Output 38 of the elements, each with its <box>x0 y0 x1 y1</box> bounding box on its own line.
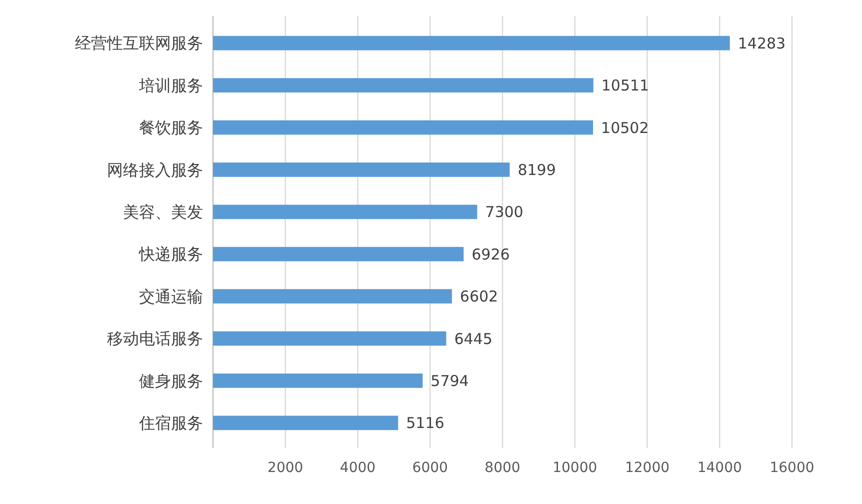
x-tick-label: 10000 <box>552 460 598 476</box>
data-label: 10511 <box>601 76 650 95</box>
bar <box>213 246 464 262</box>
bar <box>213 331 446 346</box>
data-label: 10502 <box>601 118 649 137</box>
data-label: 6926 <box>472 245 510 264</box>
data-label: 6602 <box>460 288 498 306</box>
data-label: 8199 <box>518 160 556 179</box>
y-tick-label: 快递服务 <box>138 244 203 264</box>
x-tick-label: 2000 <box>268 460 304 476</box>
y-tick-label: 美容、美发 <box>123 202 203 222</box>
y-tick-label: 餐饮服务 <box>139 118 203 138</box>
data-label: 5794 <box>430 372 469 390</box>
data-label: 6445 <box>454 330 492 348</box>
bar <box>213 162 510 177</box>
y-tick-label: 经营性互联网服务 <box>75 34 203 53</box>
y-tick-label: 网络接入服务 <box>107 160 203 180</box>
bar <box>213 78 594 92</box>
x-tick-label: 14000 <box>697 460 742 476</box>
bar <box>213 36 730 50</box>
x-tick-label: 12000 <box>624 460 670 476</box>
data-label: 5116 <box>406 414 444 432</box>
y-tick-label: 培训服务 <box>138 76 203 95</box>
x-tick-label: 4000 <box>340 460 376 476</box>
bar <box>213 289 452 304</box>
bar <box>213 374 423 388</box>
y-tick-label: 交通运输 <box>139 286 203 306</box>
y-tick-label: 健身服务 <box>139 371 203 390</box>
bar <box>213 204 478 220</box>
x-tick-label: 6000 <box>412 460 448 476</box>
data-label: 7300 <box>485 203 524 222</box>
y-tick-label: 住宿服务 <box>138 414 203 432</box>
data-label: 14283 <box>738 34 786 52</box>
y-tick-label: 移动电话服务 <box>107 329 203 348</box>
bar <box>213 120 594 135</box>
x-tick-label: 8000 <box>484 460 520 476</box>
x-tick-label: 16000 <box>770 460 814 476</box>
bar <box>213 416 398 430</box>
